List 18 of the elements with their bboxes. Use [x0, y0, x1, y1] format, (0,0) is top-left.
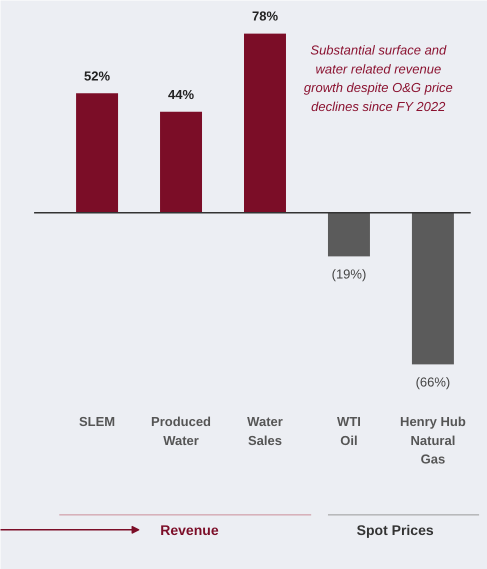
- bar: [412, 212, 454, 364]
- bar: [328, 212, 370, 256]
- data-label: 52%: [84, 68, 111, 84]
- x-tick-label: Produced Water: [151, 414, 212, 448]
- annotation: Substantial surface and water related revenue growth despite O&G price declines since FY 2022: [304, 42, 453, 114]
- x-tick-label: Henry Hub Natural Gas: [400, 414, 466, 467]
- data-label: (66%): [416, 374, 450, 390]
- text: Spot Prices: [356, 522, 434, 538]
- bar: [76, 93, 118, 213]
- x-tick-label: SLEM: [79, 414, 116, 430]
- bar: [244, 34, 286, 213]
- x-tick-label: WTI Oil: [337, 414, 361, 448]
- data-label: 78%: [252, 8, 278, 24]
- text: Revenue: [160, 522, 219, 538]
- data-label: 44%: [168, 86, 194, 102]
- data-label: (19%): [332, 266, 366, 282]
- bar: [160, 112, 202, 213]
- x-tick-label: Water Sales: [247, 414, 283, 448]
